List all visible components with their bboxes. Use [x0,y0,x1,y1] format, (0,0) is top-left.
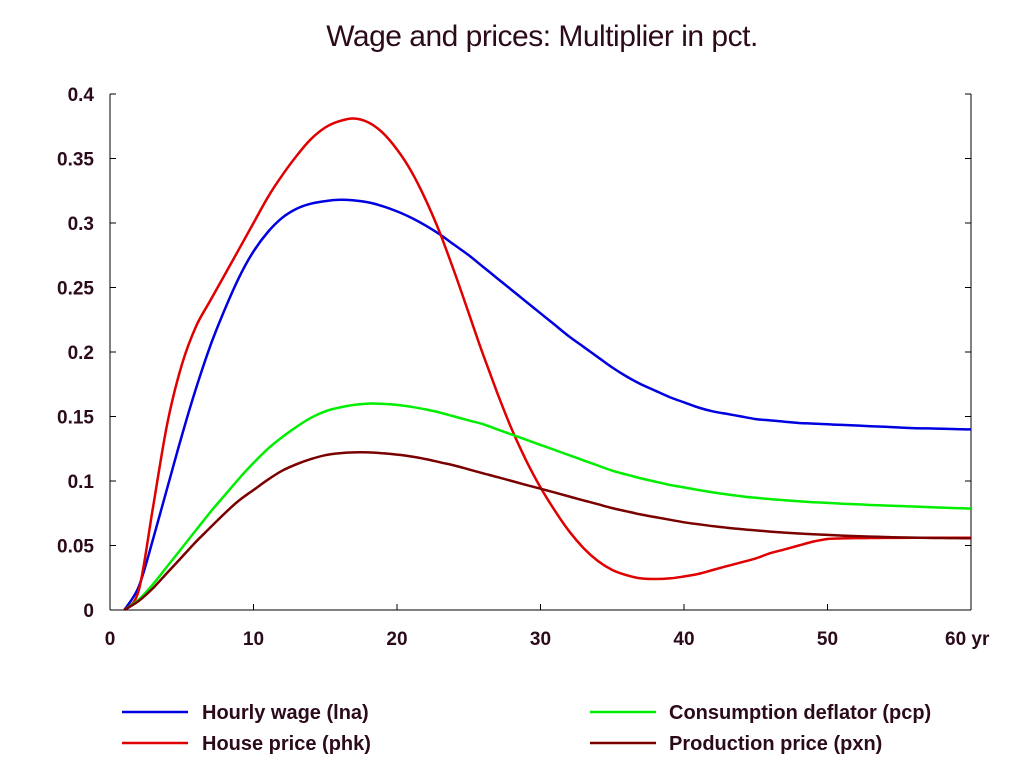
series-line-2 [123,402,972,612]
legend-label: House price (phk) [202,733,371,755]
x-tick-label: 50 [817,629,838,650]
y-tick-label: 0.05 [57,537,94,558]
y-tick-label: 0.35 [57,150,94,171]
y-tick-label: 0.3 [68,214,94,235]
legend-label: Production price (pxn) [669,733,882,755]
series-lines [123,117,972,612]
x-tick-label: 20 [386,629,407,650]
legend-item: Production price (pxn) [590,733,882,755]
plot-frame [109,94,972,611]
x-tick-label: 0 [105,629,116,650]
series-line-1 [123,117,971,611]
x-axis: 0 10 20 30 40 50 60 yr [105,604,990,650]
y-axis: 0 0.05 0.1 0.15 0.2 0.25 0.3 0.35 0.4 [57,85,971,622]
legend-item: Hourly wage (lna) [122,702,369,724]
y-tick-label: 0.4 [68,85,95,106]
legend-item: Consumption deflator (pcp) [590,702,931,724]
x-tick-label: 60 yr [945,629,990,650]
y-tick-label: 0.1 [68,472,95,493]
chart-title: Wage and prices: Multiplier in pct. [326,20,758,53]
x-tick-label: 40 [673,629,694,650]
y-tick-label: 0 [83,601,94,622]
x-tick-label: 10 [243,629,264,650]
series-line-0 [123,198,972,611]
legend: Hourly wage (lna) House price (phk) Consum… [122,702,931,755]
legend-item: House price (phk) [122,733,371,755]
legend-label: Hourly wage (lna) [202,702,369,724]
y-tick-label: 0.15 [57,408,94,429]
y-tick-label: 0.25 [57,279,94,300]
legend-label: Consumption deflator (pcp) [669,702,931,724]
series-line-3 [123,451,972,612]
y-tick-label: 0.2 [68,343,94,364]
x-tick-label: 30 [530,629,551,650]
